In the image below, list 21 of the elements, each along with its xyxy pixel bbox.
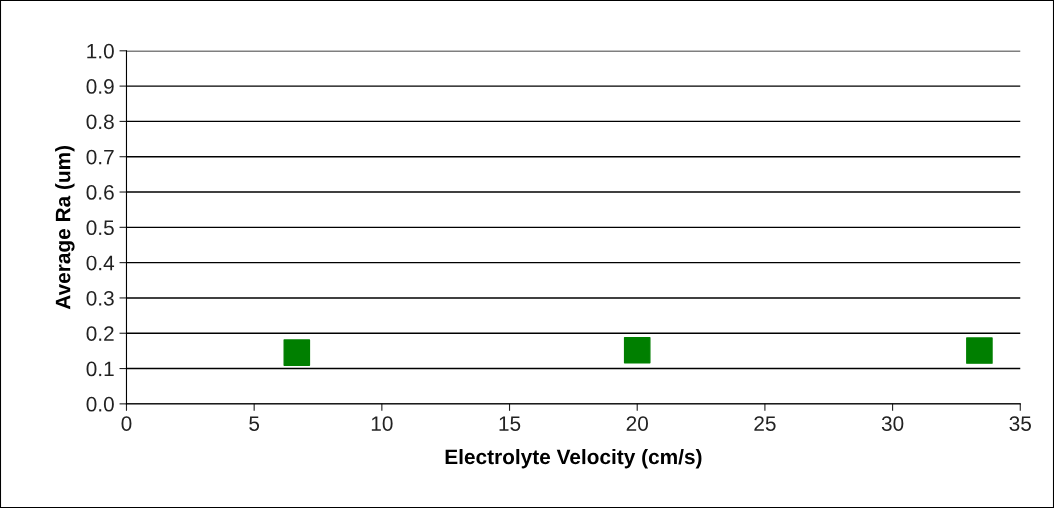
x-tick-label: 25 bbox=[754, 416, 776, 431]
x-tick-label: 15 bbox=[499, 416, 521, 431]
y-tick-label: 0.0 bbox=[86, 396, 114, 412]
x-tick-label: 5 bbox=[249, 416, 260, 431]
y-tick-label: 0.9 bbox=[86, 79, 114, 94]
y-tick-label: 0.3 bbox=[86, 290, 114, 306]
y-tick-label: 0.2 bbox=[86, 326, 114, 341]
x-tick-label: 0 bbox=[121, 416, 132, 431]
x-tick-label: 20 bbox=[626, 416, 648, 431]
x-tick-label: 10 bbox=[371, 416, 393, 431]
y-tick-label: 0.5 bbox=[86, 220, 114, 236]
x-tick-label: 35 bbox=[1009, 416, 1031, 431]
y-tick-label: 0.1 bbox=[86, 361, 114, 377]
y-tick-label: 0.4 bbox=[86, 255, 115, 271]
y-tick-label: 0.6 bbox=[86, 185, 114, 200]
x-tick-label: 30 bbox=[881, 416, 904, 431]
y-tick-label: 0.7 bbox=[86, 149, 114, 165]
y-axis-title: Average Ra (um) bbox=[55, 145, 75, 310]
y-tick-label: 1.0 bbox=[87, 43, 114, 59]
x-axis-title: Electrolyte Velocity (cm/s) bbox=[445, 448, 702, 469]
y-tick-label: 0.8 bbox=[86, 114, 114, 130]
